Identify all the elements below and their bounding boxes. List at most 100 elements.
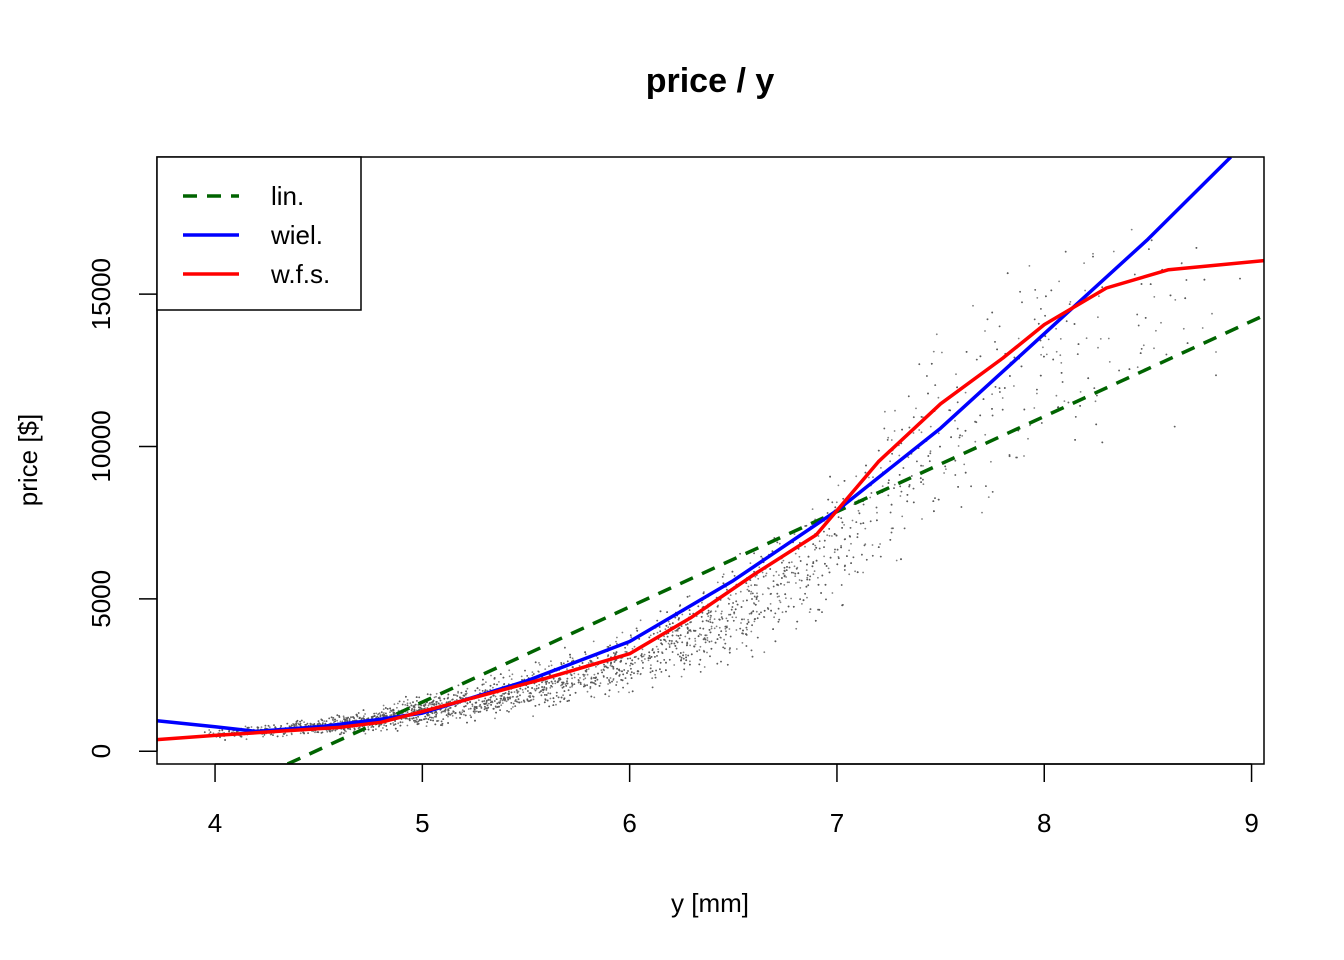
scatter-point	[483, 683, 485, 685]
scatter-point	[495, 698, 498, 700]
scatter-point	[1174, 299, 1177, 301]
scatter-point	[735, 629, 738, 631]
scatter-point	[282, 735, 284, 738]
scatter-point	[607, 646, 610, 648]
scatter-point	[642, 667, 644, 669]
scatter-point	[456, 695, 459, 697]
scatter-point	[824, 562, 826, 565]
scatter-point	[494, 695, 497, 698]
scatter-point	[538, 691, 541, 694]
scatter-point	[375, 728, 377, 731]
scatter-point	[475, 706, 478, 708]
scatter-point	[756, 592, 758, 595]
scatter-point	[689, 621, 692, 624]
scatter-point	[453, 694, 455, 696]
scatter-point	[569, 656, 572, 659]
x-tick-label: 9	[1244, 808, 1258, 838]
scatter-point	[544, 681, 547, 683]
scatter-point	[405, 695, 407, 698]
scatter-point	[755, 596, 758, 599]
scatter-point	[476, 710, 478, 713]
scatter-point	[731, 616, 734, 619]
scatter-point	[561, 686, 564, 689]
series-line-2	[157, 258, 1264, 742]
scatter-point	[599, 682, 602, 685]
scatter-point	[655, 645, 658, 648]
scatter-point	[1008, 454, 1011, 456]
scatter-point	[334, 720, 336, 723]
scatter-point	[1067, 401, 1070, 404]
scatter-point	[630, 667, 632, 670]
scatter-point	[608, 695, 610, 698]
scatter-point	[899, 485, 902, 488]
scatter-point	[499, 673, 502, 675]
scatter-point	[323, 720, 326, 722]
scatter-point	[964, 471, 967, 474]
scatter-point	[618, 675, 621, 677]
scatter-point	[465, 690, 467, 693]
scatter-point	[843, 569, 846, 571]
scatter-point	[975, 358, 978, 361]
scatter-point	[884, 410, 886, 413]
scatter-point	[843, 524, 845, 526]
scatter-point	[930, 362, 933, 365]
scatter-point	[274, 726, 277, 728]
x-tick-label: 5	[415, 808, 429, 838]
scatter-point	[349, 728, 352, 731]
scatter-point	[751, 655, 754, 658]
scatter-point	[586, 690, 589, 693]
scatter-point	[492, 694, 495, 697]
scatter-point	[1094, 400, 1097, 403]
scatter-point	[716, 605, 719, 608]
scatter-point	[876, 519, 878, 522]
scatter-point	[1039, 339, 1042, 342]
scatter-point	[849, 535, 851, 538]
scatter-point	[851, 519, 854, 522]
scatter-point	[607, 683, 609, 685]
scatter-point	[367, 728, 370, 731]
scatter-point	[471, 705, 474, 707]
scatter-point	[682, 657, 685, 660]
scatter-point	[848, 573, 851, 576]
scatter-point	[1028, 265, 1031, 267]
scatter-point	[475, 707, 478, 710]
scatter-point	[979, 355, 982, 358]
scatter-point	[569, 653, 571, 656]
scatter-point	[454, 712, 457, 714]
scatter-point	[899, 495, 902, 497]
scatter-point	[427, 704, 430, 707]
scatter-point	[776, 596, 779, 598]
scatter-point	[436, 701, 438, 703]
scatter-point	[795, 582, 797, 584]
scatter-point	[659, 610, 662, 613]
scatter-point	[708, 629, 711, 631]
scatter-point	[915, 407, 917, 410]
scatter-point	[273, 724, 275, 726]
scatter-point	[357, 712, 360, 714]
scatter-point	[562, 662, 565, 665]
scatter-point	[760, 555, 763, 558]
scatter-point	[609, 677, 612, 679]
scatter-point	[1097, 346, 1099, 349]
scatter-point	[826, 512, 829, 514]
scatter-point	[415, 716, 417, 719]
scatter-point	[1050, 289, 1053, 292]
scatter-point	[711, 621, 714, 624]
scatter-point	[817, 576, 819, 579]
scatter-point	[1064, 250, 1067, 253]
scatter-point	[401, 703, 404, 706]
scatter-point	[398, 700, 401, 703]
scatter-point	[416, 723, 419, 726]
scatter-point	[706, 651, 708, 654]
scatter-point	[906, 500, 909, 503]
scatter-point	[974, 440, 977, 443]
scatter-point	[629, 634, 632, 637]
scatter-point	[250, 726, 253, 728]
scatter-point	[501, 702, 504, 704]
scatter-point	[855, 521, 858, 523]
scatter-point	[464, 714, 467, 717]
scatter-point	[561, 683, 564, 686]
scatter-point	[1042, 346, 1044, 349]
scatter-point	[814, 619, 817, 622]
scatter-point	[678, 617, 680, 619]
